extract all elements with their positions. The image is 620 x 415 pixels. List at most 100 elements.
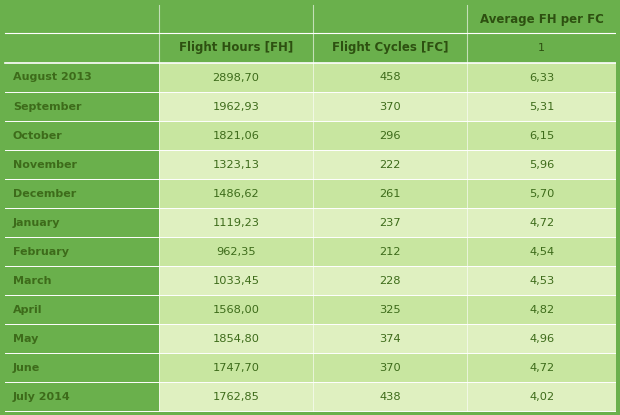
Bar [159, 324, 313, 353]
Bar [467, 382, 616, 411]
Text: 261: 261 [379, 188, 401, 198]
Bar [5, 179, 159, 208]
Bar [467, 179, 616, 208]
Bar [467, 324, 616, 353]
Text: 438: 438 [379, 391, 401, 401]
Text: 6,15: 6,15 [529, 130, 554, 141]
Bar [5, 33, 616, 63]
Text: 1854,80: 1854,80 [213, 334, 260, 344]
Text: 4,72: 4,72 [529, 362, 554, 373]
Text: 212: 212 [379, 247, 401, 256]
Text: 5,96: 5,96 [529, 159, 554, 169]
Bar [313, 382, 467, 411]
Bar [5, 92, 159, 121]
Bar [467, 237, 616, 266]
Bar [313, 150, 467, 179]
Text: 228: 228 [379, 276, 401, 286]
Bar [5, 353, 159, 382]
Text: 296: 296 [379, 130, 401, 141]
Text: 325: 325 [379, 305, 401, 315]
Text: 962,35: 962,35 [216, 247, 256, 256]
Bar [5, 382, 159, 411]
Text: 1747,70: 1747,70 [213, 362, 260, 373]
Text: 1323,13: 1323,13 [213, 159, 260, 169]
Bar [159, 121, 313, 150]
Text: 2898,70: 2898,70 [213, 73, 260, 83]
Text: October: October [13, 130, 63, 141]
Bar [467, 208, 616, 237]
Bar [5, 295, 159, 324]
Text: 237: 237 [379, 217, 401, 227]
Text: September: September [13, 102, 81, 112]
Text: 4,72: 4,72 [529, 217, 554, 227]
Text: 1962,93: 1962,93 [213, 102, 260, 112]
Bar [5, 121, 159, 150]
Bar [313, 324, 467, 353]
Bar [159, 179, 313, 208]
Text: February: February [13, 247, 69, 256]
Bar [313, 208, 467, 237]
Bar [159, 63, 313, 92]
Text: 1486,62: 1486,62 [213, 188, 259, 198]
Bar [5, 324, 159, 353]
Bar [5, 5, 616, 33]
Text: Flight Cycles [FC]: Flight Cycles [FC] [332, 42, 448, 54]
Bar [159, 237, 313, 266]
Text: 1821,06: 1821,06 [213, 130, 260, 141]
Text: 1568,00: 1568,00 [213, 305, 260, 315]
Bar [467, 295, 616, 324]
Bar [159, 266, 313, 295]
Text: 458: 458 [379, 73, 401, 83]
Text: January: January [13, 217, 60, 227]
Text: November: November [13, 159, 77, 169]
Bar [159, 353, 313, 382]
Bar [313, 353, 467, 382]
Text: December: December [13, 188, 76, 198]
Text: 1119,23: 1119,23 [213, 217, 260, 227]
Bar [313, 92, 467, 121]
Text: June: June [13, 362, 40, 373]
Text: 1762,85: 1762,85 [213, 391, 260, 401]
Text: 4,54: 4,54 [529, 247, 554, 256]
Bar [159, 150, 313, 179]
Text: 5,70: 5,70 [529, 188, 554, 198]
Bar [313, 63, 467, 92]
Bar [467, 150, 616, 179]
Text: 1033,45: 1033,45 [213, 276, 260, 286]
Bar [467, 63, 616, 92]
Bar [159, 382, 313, 411]
Text: August 2013: August 2013 [13, 73, 92, 83]
Text: 4,96: 4,96 [529, 334, 554, 344]
Bar [5, 208, 159, 237]
Bar [467, 92, 616, 121]
Text: Flight Hours [FH]: Flight Hours [FH] [179, 42, 293, 54]
Text: 222: 222 [379, 159, 401, 169]
Bar [313, 266, 467, 295]
Text: 4,02: 4,02 [529, 391, 554, 401]
Bar [313, 237, 467, 266]
Bar [467, 121, 616, 150]
Text: 370: 370 [379, 102, 401, 112]
Text: 4,82: 4,82 [529, 305, 554, 315]
Text: 1: 1 [538, 43, 545, 53]
Bar [5, 237, 159, 266]
Bar [159, 92, 313, 121]
Bar [159, 208, 313, 237]
Text: 4,53: 4,53 [529, 276, 554, 286]
Bar [467, 353, 616, 382]
Bar [313, 121, 467, 150]
Bar [5, 63, 159, 92]
Bar [313, 295, 467, 324]
Text: Average FH per FC: Average FH per FC [480, 12, 604, 25]
Text: 370: 370 [379, 362, 401, 373]
Bar [5, 266, 159, 295]
Text: May: May [13, 334, 38, 344]
Text: July 2014: July 2014 [13, 391, 71, 401]
Bar [313, 179, 467, 208]
Bar [159, 295, 313, 324]
Text: 6,33: 6,33 [529, 73, 554, 83]
Text: 5,31: 5,31 [529, 102, 554, 112]
Text: 374: 374 [379, 334, 401, 344]
Bar [5, 150, 159, 179]
Text: April: April [13, 305, 42, 315]
